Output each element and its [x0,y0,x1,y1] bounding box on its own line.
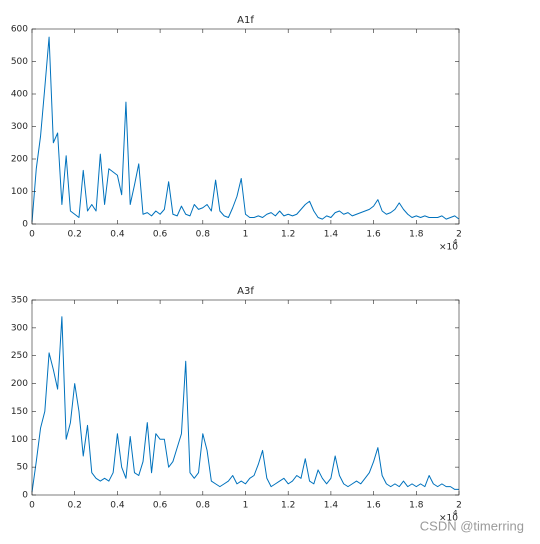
y-tick-label: 100 [11,187,28,197]
y-tick-label: 50 [17,463,29,473]
y-tick-label: 0 [22,491,28,501]
x-tick-label: 0.2 [68,230,82,240]
x-tick-label: 1.8 [409,501,424,511]
x-tick-label: 1.8 [409,230,424,240]
y-tick-label: 500 [11,57,28,67]
y-tick-label: 150 [11,407,28,417]
x-tick-label: 2 [456,501,462,511]
x-tick-label: 0.6 [153,501,168,511]
y-tick-label: 300 [11,122,28,132]
axes-background [32,300,459,495]
x-scale-exponent: 4 [453,238,458,246]
x-tick-label: 0.4 [110,501,125,511]
x-tick-label: 1.2 [281,501,295,511]
y-tick-label: 200 [11,379,28,389]
x-scale-label: ×10 [439,243,458,253]
y-tick-label: 300 [11,323,28,333]
y-tick-label: 350 [11,296,28,306]
data-line [31,316,459,493]
x-tick-label: 1.4 [324,230,339,240]
y-tick-label: 400 [11,90,28,100]
x-tick-label: 1.6 [366,230,381,240]
chart-title: A1f [237,15,254,26]
x-tick-label: 0.8 [196,230,211,240]
data-line [31,36,460,223]
y-tick-label: 600 [11,25,28,35]
x-tick-label: 2 [456,230,462,240]
x-scale-label: ×10 [439,514,458,524]
x-tick-label: 0 [29,230,35,240]
y-tick-label: 250 [11,351,28,361]
x-scale-exponent: 4 [453,509,458,517]
x-tick-label: 1.6 [366,501,381,511]
x-tick-label: 1 [243,230,249,240]
x-tick-label: 0.2 [68,501,82,511]
y-tick-label: 200 [11,155,28,165]
axes-background [32,29,459,224]
x-tick-label: 0.4 [110,230,125,240]
y-tick-label: 0 [22,220,28,230]
chart-title: A3f [237,286,254,297]
x-tick-label: 1.4 [324,501,339,511]
watermark: CSDN @timerring [420,518,524,533]
x-tick-label: 0.8 [196,501,211,511]
x-tick-label: 0 [29,501,35,511]
x-tick-label: 0.6 [153,230,168,240]
x-tick-label: 1 [243,501,249,511]
y-tick-label: 100 [11,435,28,445]
x-tick-label: 1.2 [281,230,295,240]
